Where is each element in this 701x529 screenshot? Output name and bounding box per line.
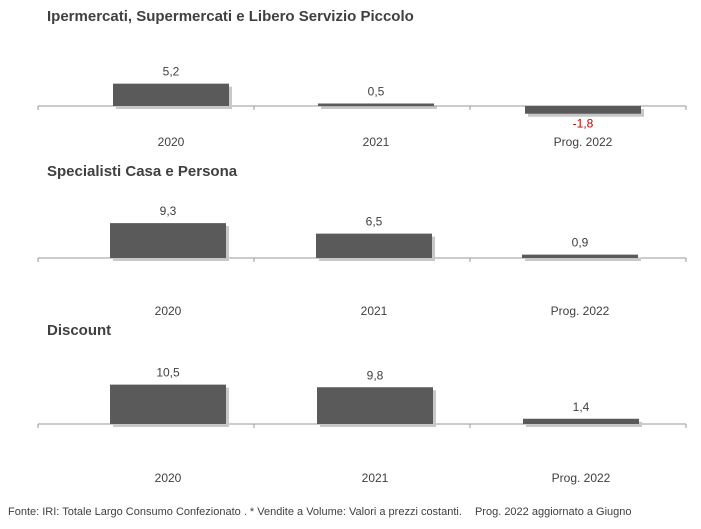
category-label: 2020	[158, 135, 185, 149]
bar	[317, 387, 433, 424]
data-label: 9,3	[160, 204, 177, 218]
bar	[316, 233, 432, 258]
category-label: 2021	[362, 471, 389, 485]
bar-charts: 5,2 2020 0,5 2021 -1,8 Prog. 2022 9,3 2020 6,5 20…	[37, 65, 687, 485]
category-label: 2020	[155, 304, 182, 318]
footer-source: Fonte: IRI: Totale Largo Consumo Confezi…	[8, 506, 462, 518]
bar-shadow	[526, 421, 642, 427]
category-label: Prog. 2022	[554, 135, 613, 149]
footer: Fonte: IRI: Totale Largo Consumo Confezi…	[8, 506, 642, 518]
bar-shadow	[321, 106, 437, 109]
bar-shadow	[525, 257, 641, 261]
bar	[318, 103, 434, 106]
category-label: Prog. 2022	[551, 304, 610, 318]
category-label: 2020	[155, 471, 182, 485]
data-label: 9,8	[367, 368, 384, 382]
bar	[110, 384, 226, 424]
panel-title-specialisti: Specialisti Casa e Persona	[47, 163, 238, 180]
data-label: 1,4	[573, 400, 590, 414]
panel-title-discount: Discount	[47, 322, 112, 339]
category-label: 2021	[361, 304, 388, 318]
data-label: 6,5	[366, 215, 383, 229]
bar	[113, 83, 229, 106]
data-label: 5,2	[163, 65, 180, 79]
panel-title-iper: Ipermercati, Supermercati e Libero Servi…	[47, 8, 414, 25]
category-label: 2021	[363, 135, 390, 149]
bar	[522, 254, 638, 258]
footer-note: Prog. 2022 aggiornato a Giugno	[474, 506, 632, 518]
bar	[523, 418, 639, 424]
bar	[110, 223, 226, 258]
bar	[525, 106, 641, 114]
category-label: Prog. 2022	[552, 471, 611, 485]
data-label: 0,5	[368, 85, 385, 99]
data-label: -1,8	[573, 117, 594, 131]
data-label: 10,5	[156, 366, 180, 380]
data-label: 0,9	[572, 236, 589, 250]
